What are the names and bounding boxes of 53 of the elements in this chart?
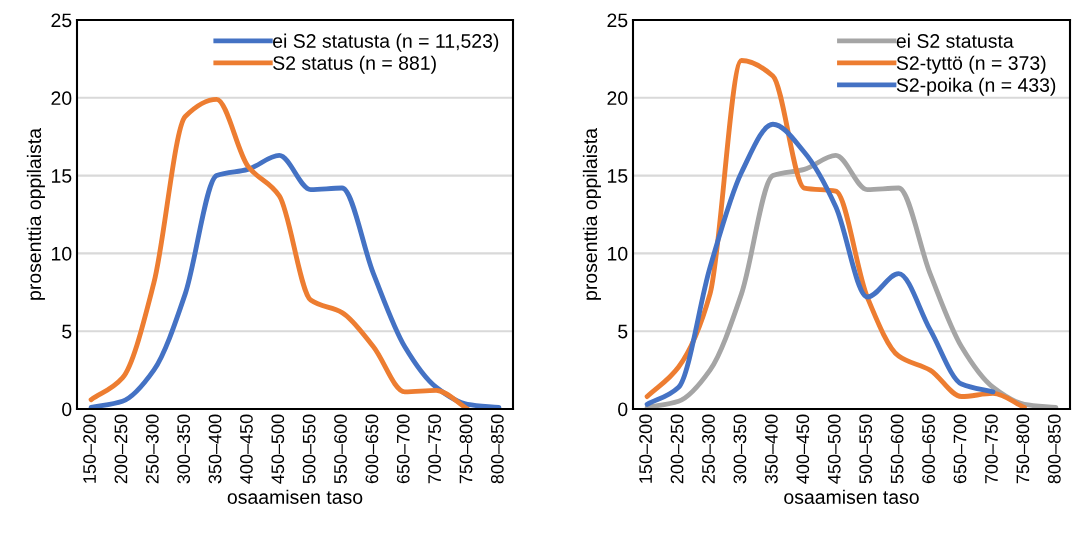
- x-tick-label: 600–650: [365, 414, 379, 484]
- y-tick-label: 25: [51, 13, 72, 28]
- legend-label: S2-poika (n = 433): [896, 77, 1056, 96]
- line-series: [644, 152, 1059, 409]
- x-tick-label: 800–850: [490, 414, 504, 484]
- x-tick-label: 550–600: [334, 414, 347, 484]
- x-tick-label: 650–700: [396, 414, 410, 484]
- legend-label: ei S2 statusta: [896, 33, 1014, 48]
- x-tick-label: 650–700: [953, 414, 967, 484]
- y-tick-label: 25: [607, 13, 628, 28]
- y-axis-title: prosenttia oppilaista: [26, 128, 45, 300]
- x-tick-label: 500–550: [302, 414, 316, 484]
- x-tick-label: 350–400: [208, 414, 222, 484]
- x-axis-title: osaamisen taso: [227, 489, 363, 504]
- line-series: [88, 96, 470, 409]
- x-tick-label: 700–750: [428, 414, 441, 484]
- y-tick-label: 0: [62, 402, 72, 417]
- y-tick-label: 20: [607, 91, 628, 106]
- x-tick-label: 700–750: [985, 414, 998, 484]
- x-tick-label: 150–200: [83, 414, 96, 483]
- y-tick-label: 0: [618, 402, 628, 417]
- y-tick-label: 5: [62, 324, 72, 339]
- y-tick-label: 15: [52, 169, 72, 183]
- y-tick-label: 15: [608, 169, 628, 183]
- x-tick-label: 300–350: [733, 414, 747, 484]
- x-tick-label: 400–450: [796, 414, 810, 484]
- x-tick-label: 300–350: [177, 414, 191, 484]
- x-tick-label: 350–400: [764, 414, 778, 484]
- x-tick-label: 750–800: [1016, 414, 1030, 484]
- x-tick-label: 500–550: [859, 414, 873, 484]
- x-axis-title: osaamisen taso: [784, 489, 919, 504]
- y-tick-label: 10: [608, 246, 628, 261]
- legend-label: ei S2 statusta (n = 11,523): [273, 33, 499, 52]
- x-tick-label: 450–500: [827, 414, 841, 484]
- x-tick-label: 150–200: [639, 414, 652, 483]
- x-tick-label: 800–850: [1047, 414, 1061, 484]
- y-tick-label: 10: [52, 246, 72, 261]
- x-tick-label: 200–250: [670, 414, 684, 484]
- x-tick-label: 750–800: [459, 414, 473, 484]
- y-tick-label: 20: [51, 91, 72, 106]
- x-tick-label: 200–250: [114, 414, 128, 484]
- x-tick-label: 400–450: [240, 414, 253, 484]
- x-tick-label: 250–300: [702, 414, 715, 484]
- line-series: [644, 121, 996, 407]
- legend-label: S2-tyttö (n = 373): [896, 55, 1046, 74]
- x-tick-label: 600–650: [922, 414, 935, 484]
- legend-label: S2 status (n = 881): [273, 55, 436, 74]
- x-tick-label: 250–300: [145, 414, 159, 484]
- y-tick-label: 5: [618, 324, 628, 339]
- line-series: [88, 152, 502, 409]
- x-tick-label: 450–500: [271, 414, 285, 484]
- y-axis-title: prosenttia oppilaista: [582, 128, 601, 300]
- x-tick-label: 550–600: [890, 414, 904, 484]
